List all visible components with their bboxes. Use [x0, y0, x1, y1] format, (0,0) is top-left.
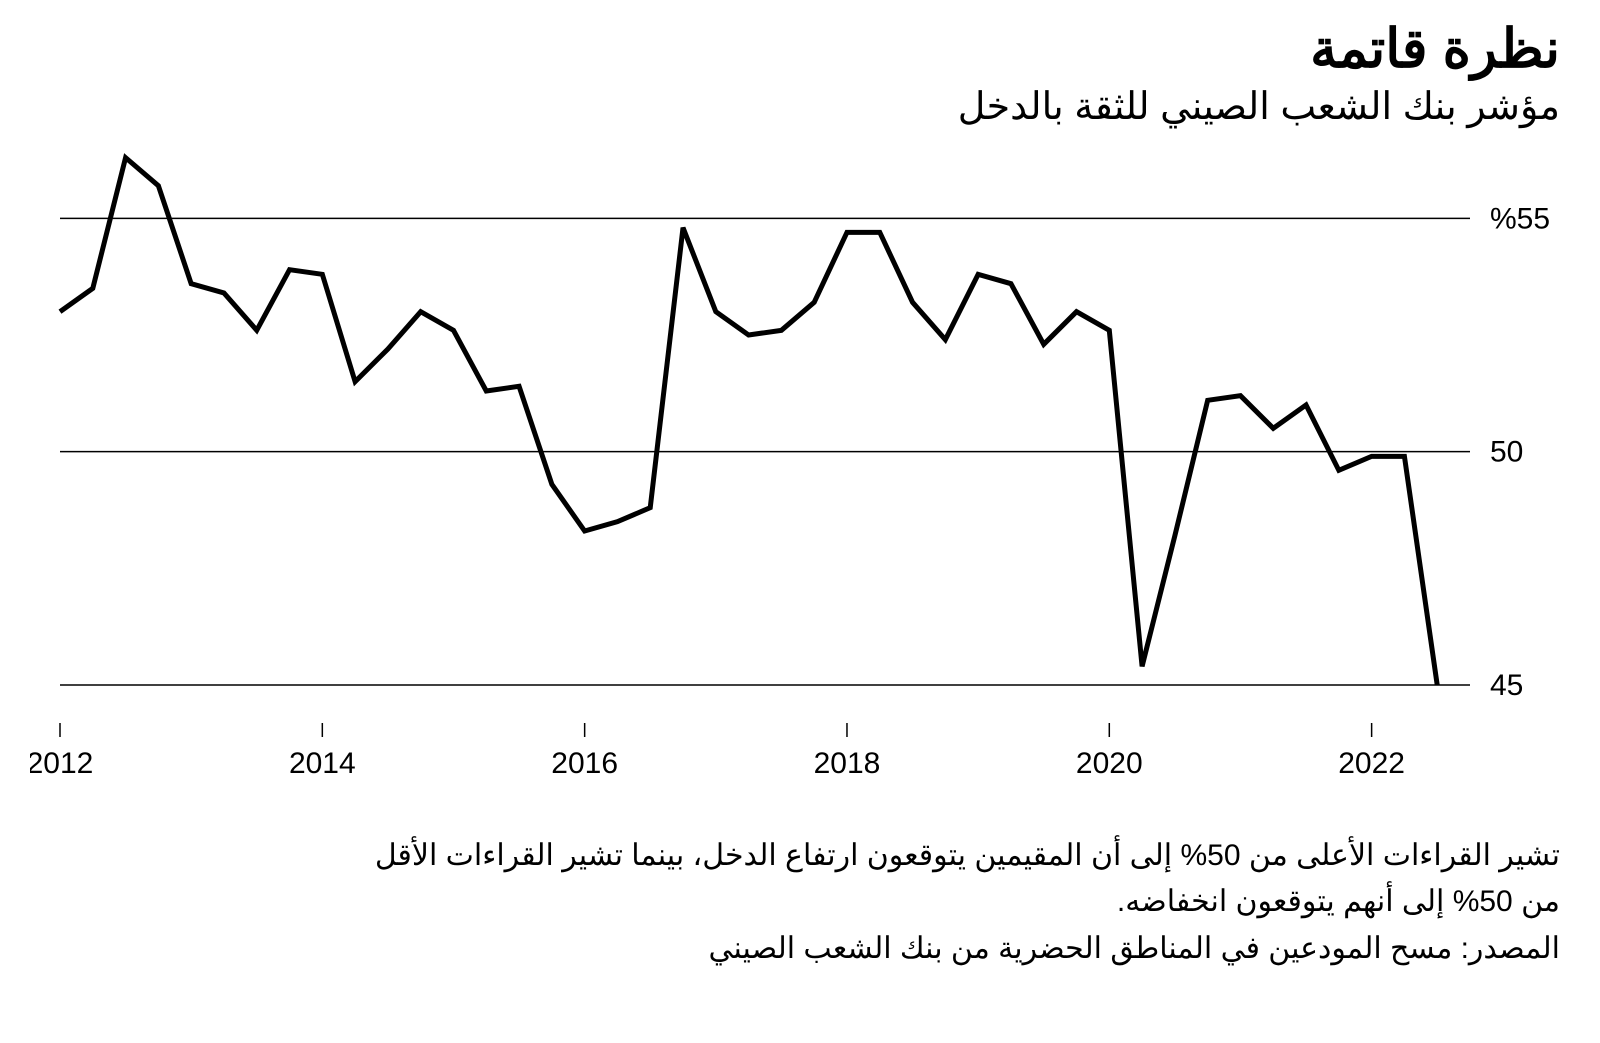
- x-tick-label: 2020: [1076, 747, 1143, 780]
- footnote-line: تشير القراءات الأعلى من 50% إلى أن المقي…: [30, 833, 1560, 880]
- y-tick-label: 50: [1490, 435, 1523, 468]
- x-tick-label: 2012: [30, 747, 93, 780]
- x-tick-label: 2014: [289, 747, 356, 780]
- y-tick-label: %55: [1490, 202, 1550, 235]
- chart-area: 45 50 %55 2012 2014 2016 2018 2020 2022: [30, 153, 1560, 793]
- chart-title: نظرة قاتمة: [30, 20, 1560, 79]
- x-tick-label: 2018: [814, 747, 881, 780]
- chart-subtitle: مؤشر بنك الشعب الصيني للثقة بالدخل: [30, 83, 1560, 132]
- x-tick-label: 2016: [551, 747, 618, 780]
- line-chart-svg: 45 50 %55 2012 2014 2016 2018 2020 2022: [30, 153, 1560, 793]
- footnote-line: المصدر: مسح المودعين في المناطق الحضرية …: [30, 926, 1560, 973]
- footnote-line: من 50% إلى أنهم يتوقعون انخفاضه.: [30, 879, 1560, 926]
- series-line: [60, 157, 1437, 684]
- chart-footnote: تشير القراءات الأعلى من 50% إلى أن المقي…: [30, 833, 1560, 973]
- x-tick-label: 2022: [1338, 747, 1405, 780]
- y-tick-label: 45: [1490, 669, 1523, 702]
